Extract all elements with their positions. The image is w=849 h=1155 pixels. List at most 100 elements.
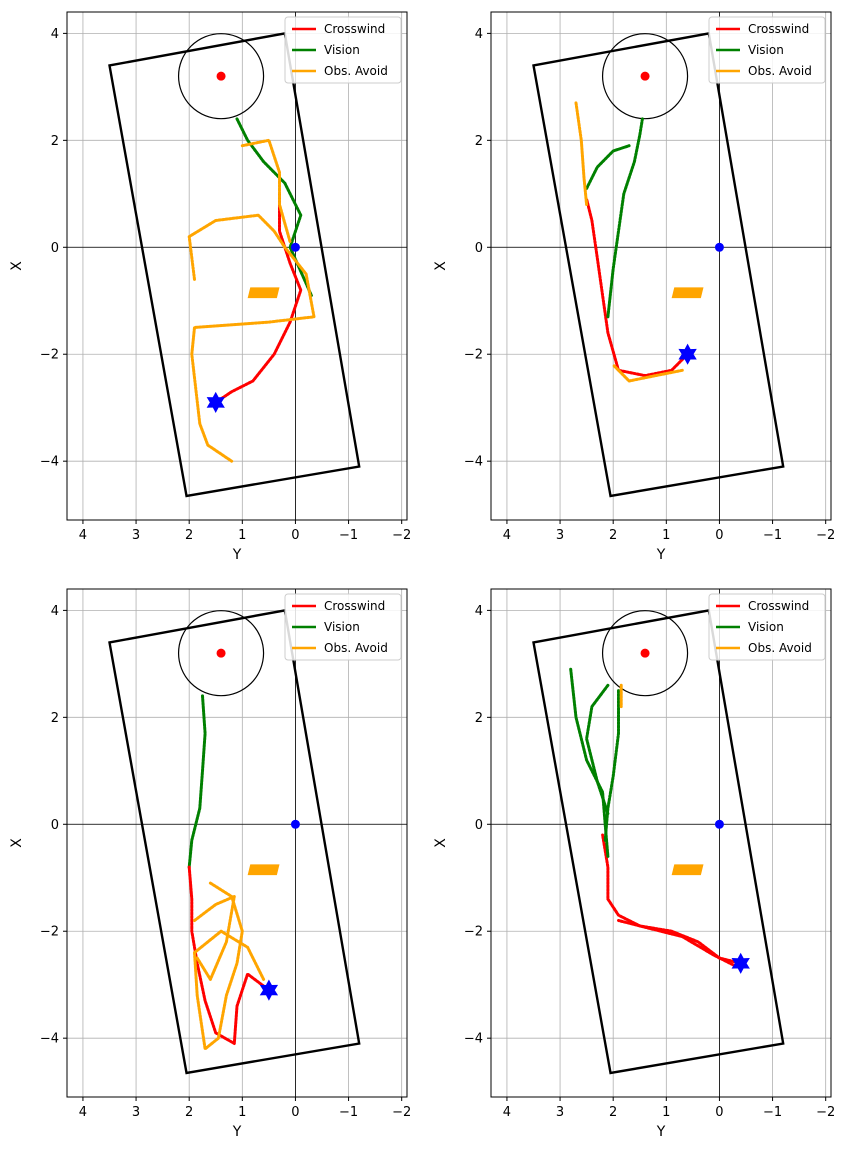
chart-panel-3: 4 3 2 1 0 −1 −2 4 2 0 −2 −4 Y X Crosswind Vision Obs. Av… xyxy=(9,588,411,1140)
x-tick-label: 0 xyxy=(291,1105,299,1120)
y-tick-label: 0 xyxy=(51,241,59,256)
y-tick-label: −2 xyxy=(464,348,483,363)
x-tick-label: 2 xyxy=(609,528,617,543)
trajectory-obs-avoid-2 xyxy=(187,213,316,463)
legend-label: Obs. Avoid xyxy=(748,641,812,655)
x-axis-label: Y xyxy=(656,547,666,563)
trajectory-obs-avoid-4 xyxy=(611,363,684,383)
x-tick-label: 1 xyxy=(662,1105,670,1120)
obstacle-rectangle xyxy=(671,864,704,876)
legend-box xyxy=(284,593,402,661)
x-tick-label: 3 xyxy=(132,528,140,543)
y-tick-label: 2 xyxy=(51,711,59,726)
x-tick-label: 4 xyxy=(79,528,87,543)
x-tick-label: −1 xyxy=(339,1105,358,1120)
y-axis-label: X xyxy=(433,838,449,848)
axes-frame xyxy=(66,11,408,521)
y-tick-label: 0 xyxy=(51,818,59,833)
chart-panel-2: 4 3 2 1 0 −1 −2 4 2 0 −2 −4 Y X Crosswind Vision Obs. Av… xyxy=(433,11,835,563)
trajectory-vision-1 xyxy=(606,117,644,319)
y-axis-label: X xyxy=(9,838,25,848)
legend-label: Crosswind xyxy=(748,22,809,36)
origin-point xyxy=(714,242,724,252)
trajectory-obs-avoid-2 xyxy=(193,881,266,1051)
x-tick-label: 2 xyxy=(185,1105,193,1120)
x-tick-label: 3 xyxy=(132,1105,140,1120)
x-axis-label: Y xyxy=(232,547,242,563)
y-tick-label: 4 xyxy=(475,27,483,42)
legend-label: Obs. Avoid xyxy=(748,64,812,78)
legend-label: Vision xyxy=(748,43,784,57)
legend: Crosswind Vision Obs. Avoid xyxy=(284,16,402,84)
y-tick-label: −4 xyxy=(40,1032,59,1047)
plot-area xyxy=(532,608,785,1075)
goal-circle xyxy=(601,610,689,697)
x-tick-label: 0 xyxy=(291,528,299,543)
goal-point xyxy=(216,648,226,658)
legend-label: Crosswind xyxy=(324,22,385,36)
origin-point xyxy=(714,819,724,829)
y-tick-label: −4 xyxy=(40,455,59,470)
plot-area xyxy=(108,608,361,1075)
legend-box xyxy=(708,593,826,661)
y-tick-label: 0 xyxy=(475,241,483,256)
trajectory-vision-0 xyxy=(187,694,207,869)
x-tick-label: 1 xyxy=(238,1105,246,1120)
plot-area xyxy=(532,31,785,498)
start-star-marker xyxy=(731,952,750,974)
trajectory-obs-avoid-3 xyxy=(574,101,589,206)
goal-point xyxy=(640,71,650,81)
legend: Crosswind Vision Obs. Avoid xyxy=(284,593,402,661)
trajectory-crosswind-1 xyxy=(617,919,737,968)
trajectory-crosswind-0 xyxy=(601,833,743,965)
legend-label: Crosswind xyxy=(748,599,809,613)
y-axis-label: X xyxy=(433,261,449,271)
x-tick-label: 0 xyxy=(715,528,723,543)
y-tick-label: −4 xyxy=(464,455,483,470)
legend-label: Crosswind xyxy=(324,599,385,613)
obstacle-rectangle xyxy=(247,864,280,876)
legend-label: Vision xyxy=(324,43,360,57)
goal-circle xyxy=(177,33,265,120)
obstacle-rectangle xyxy=(671,287,704,299)
x-tick-label: 1 xyxy=(238,528,246,543)
legend-box xyxy=(284,16,402,84)
y-tick-label: −2 xyxy=(40,348,59,363)
x-tick-label: 3 xyxy=(556,528,564,543)
legend-label: Vision xyxy=(324,620,360,634)
trajectory-crosswind-1 xyxy=(187,865,271,1045)
x-tick-label: −2 xyxy=(816,528,835,543)
trajectory-obs-avoid-3 xyxy=(193,895,236,981)
y-tick-label: 4 xyxy=(475,604,483,619)
axes-frame xyxy=(490,588,832,1098)
origin-point xyxy=(290,819,300,829)
trajectory-vision-3 xyxy=(585,683,610,816)
x-tick-label: −2 xyxy=(392,1105,411,1120)
legend-label: Obs. Avoid xyxy=(324,641,388,655)
x-tick-label: 4 xyxy=(79,1105,87,1120)
legend-label: Obs. Avoid xyxy=(324,64,388,78)
trajectory-vision-2 xyxy=(585,144,631,190)
axes-frame xyxy=(490,11,832,521)
arena-boundary xyxy=(532,31,785,498)
y-tick-label: −4 xyxy=(464,1032,483,1047)
axes-frame xyxy=(66,588,408,1098)
x-tick-label: −1 xyxy=(339,528,358,543)
arena-boundary xyxy=(108,31,361,498)
obstacle-rectangle xyxy=(247,287,280,299)
trajectory-crosswind-0 xyxy=(214,192,303,404)
y-tick-label: 4 xyxy=(51,604,59,619)
legend-label: Vision xyxy=(748,620,784,634)
x-tick-label: −2 xyxy=(392,528,411,543)
x-tick-label: 2 xyxy=(609,1105,617,1120)
y-tick-label: 0 xyxy=(475,818,483,833)
arena-boundary xyxy=(108,608,361,1075)
trajectory-crosswind-0 xyxy=(585,197,690,378)
legend: Crosswind Vision Obs. Avoid xyxy=(708,593,826,661)
x-tick-label: 4 xyxy=(503,528,511,543)
goal-circle xyxy=(601,33,689,120)
goal-point xyxy=(216,71,226,81)
y-tick-label: 2 xyxy=(475,711,483,726)
x-tick-label: −1 xyxy=(763,528,782,543)
x-tick-label: −1 xyxy=(763,1105,782,1120)
